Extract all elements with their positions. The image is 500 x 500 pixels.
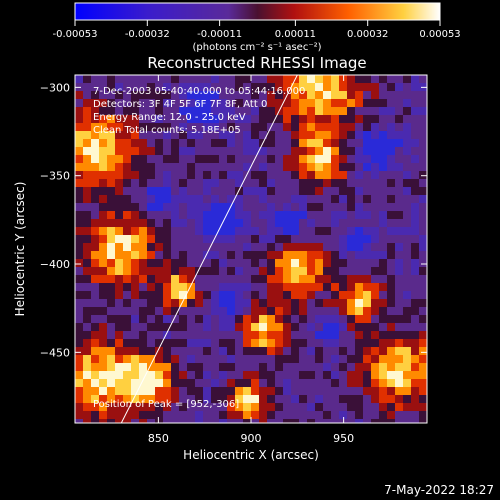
annotation-peak: Position of Peak = [952,-306] — [93, 399, 239, 410]
colorbar-ticks: -0.00053 -0.00032 -0.00011 0.00011 0.00032 0.… — [53, 20, 461, 40]
y-tick-label: −450 — [40, 346, 70, 359]
x-axis-ticks: 850 900 950 — [148, 75, 354, 445]
y-tick-label: −400 — [40, 258, 70, 271]
x-tick-label: 950 — [333, 432, 354, 445]
y-tick-label: −350 — [40, 170, 70, 183]
x-axis-label: Heliocentric X (arcsec) — [183, 448, 319, 462]
y-tick-label: −300 — [40, 81, 70, 94]
y-axis-ticks: −300 −350 −400 −450 — [40, 81, 427, 359]
timestamp: 7-May-2022 18:27 — [384, 483, 494, 497]
colorbar-tick-label: 0.00053 — [419, 29, 460, 40]
annotation-detectors: Detectors: 3F 4F 5F 6F 7F 8F, Att 0 — [93, 99, 267, 110]
solar-limb-line — [120, 75, 298, 423]
colorbar-tick-label: -0.00011 — [197, 29, 242, 40]
colorbar-label: (photons cm⁻² s⁻¹ asec⁻²) — [192, 42, 321, 53]
x-tick-label: 850 — [148, 432, 169, 445]
chart-title: Reconstructed RHESSI Image — [147, 54, 366, 72]
colorbar — [74, 2, 441, 21]
y-axis-label: Heliocentric Y (arcsec) — [13, 182, 27, 317]
heatmap-image — [75, 75, 427, 423]
annotation-time: 7-Dec-2003 05:40:40.000 to 05:44:16.000 — [93, 86, 305, 97]
annotation-energy: Energy Range: 12.0 - 25.0 keV — [93, 112, 246, 123]
colorbar-tick-label: 0.00011 — [275, 29, 316, 40]
colorbar-tick-label: 0.00032 — [347, 29, 388, 40]
colorbar-tick-label: -0.00053 — [53, 29, 98, 40]
x-tick-label: 900 — [241, 432, 262, 445]
annotation-counts: Clean Total counts: 5.18E+05 — [93, 125, 241, 136]
colorbar-tick-label: -0.00032 — [125, 29, 170, 40]
